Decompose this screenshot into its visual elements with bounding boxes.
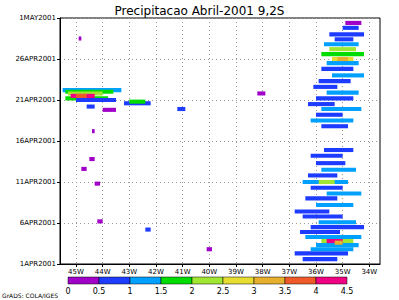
svg-text:16APR2001: 16APR2001 (15, 137, 56, 145)
svg-text:35W: 35W (335, 268, 351, 276)
svg-text:40W: 40W (201, 268, 217, 276)
svg-text:45W: 45W (68, 268, 84, 276)
svg-text:44W: 44W (95, 268, 111, 276)
svg-text:36W: 36W (308, 268, 324, 276)
svg-text:34W: 34W (361, 268, 377, 276)
svg-text:37W: 37W (281, 268, 297, 276)
svg-text:1MAY2001: 1MAY2001 (19, 14, 56, 22)
svg-text:39W: 39W (228, 268, 244, 276)
svg-text:1: 1 (127, 287, 132, 296)
svg-text:0: 0 (65, 287, 70, 296)
svg-text:11APR2001: 11APR2001 (15, 178, 56, 186)
svg-text:43W: 43W (121, 268, 137, 276)
svg-text:21APR2001: 21APR2001 (15, 96, 56, 104)
svg-text:4.5: 4.5 (341, 287, 354, 296)
svg-text:2: 2 (189, 287, 194, 296)
svg-text:GrADS: COLA/IGES: GrADS: COLA/IGES (2, 292, 58, 299)
svg-text:26APR2001: 26APR2001 (15, 55, 56, 63)
svg-text:38W: 38W (255, 268, 271, 276)
svg-text:3.5: 3.5 (279, 287, 292, 296)
svg-text:1APR2001: 1APR2001 (20, 260, 56, 268)
svg-text:1.5: 1.5 (155, 287, 168, 296)
svg-text:41W: 41W (175, 268, 191, 276)
svg-text:Precipitacao Abril-2001 9,2S: Precipitacao Abril-2001 9,2S (115, 4, 285, 18)
svg-text:0.5: 0.5 (93, 287, 106, 296)
svg-text:2.5: 2.5 (217, 287, 230, 296)
svg-text:42W: 42W (148, 268, 164, 276)
svg-text:6APR2001: 6APR2001 (20, 219, 56, 227)
svg-text:3: 3 (251, 287, 256, 296)
svg-text:4: 4 (313, 287, 318, 296)
